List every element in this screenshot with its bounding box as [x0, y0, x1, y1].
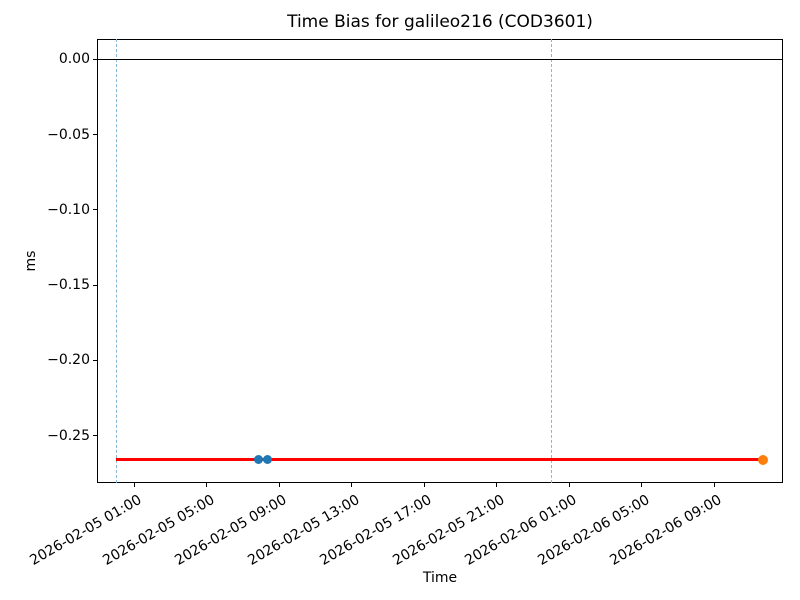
plot-area: [97, 39, 783, 483]
x-tick-mark: [133, 483, 135, 487]
day-boundary-line: [115, 39, 117, 483]
x-tick-mark: [641, 483, 643, 487]
x-tick-mark: [206, 483, 208, 487]
y-tick-mark: [93, 58, 97, 60]
y-tick-mark: [93, 284, 97, 286]
chart-title: Time Bias for galileo216 (COD3601): [287, 12, 593, 32]
y-tick-mark: [93, 209, 97, 211]
x-tick-mark: [351, 483, 353, 487]
y-tick-label: −0.05: [47, 126, 90, 143]
y-tick-label: −0.25: [47, 427, 90, 444]
y-tick-label: 0.00: [58, 51, 90, 68]
y-tick-mark: [93, 134, 97, 136]
observed-bias-points-marker: [262, 455, 272, 465]
observed-bias-points-marker: [253, 455, 263, 465]
x-tick-mark: [496, 483, 498, 487]
y-tick-mark: [93, 359, 97, 361]
y-tick-label: −0.20: [47, 352, 90, 369]
x-tick-mark: [278, 483, 280, 487]
x-tick-mark: [713, 483, 715, 487]
day-boundary-line: [550, 39, 552, 483]
latest-bias-point-marker: [758, 454, 769, 465]
x-axis-label: Time: [422, 570, 458, 586]
zero-reference-line: [97, 58, 783, 60]
bias-fit-line: [116, 458, 764, 462]
y-tick-label: −0.15: [47, 277, 90, 294]
y-tick-mark: [93, 435, 97, 437]
x-tick-mark: [423, 483, 425, 487]
x-tick-mark: [568, 483, 570, 487]
y-tick-label: −0.10: [47, 201, 90, 218]
